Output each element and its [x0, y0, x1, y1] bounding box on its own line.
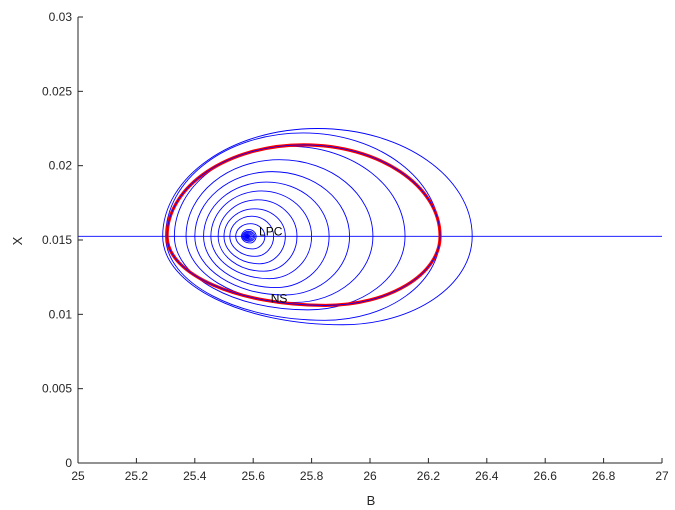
limit-cycle: [162, 128, 473, 326]
x-tick-label: 26: [363, 469, 377, 483]
x-tick-label: 25.8: [300, 469, 324, 483]
x-tick-label: 25.6: [242, 469, 266, 483]
limit-cycle: [235, 223, 266, 250]
limit-cycle-inner: [244, 233, 252, 240]
annotation-lpc: LPC: [259, 225, 283, 239]
limit-cycle-inner: [242, 231, 255, 241]
x-tick-label: 25.2: [125, 469, 149, 483]
x-tick-label: 26.6: [534, 469, 558, 483]
limit-cycle: [203, 181, 330, 289]
limit-cycle: [210, 190, 313, 280]
x-tick-label: 25.4: [183, 469, 207, 483]
x-tick-label: 27: [655, 469, 669, 483]
ticks-layer: 25 25.2 25.4 25.6 25.8 26 26.2 26.4 26.6 26.8 27 0 0…: [42, 10, 669, 483]
annotation-ns: NS: [271, 291, 288, 305]
annotations-layer: LPC NS: [259, 225, 287, 306]
y-tick-label: 0.03: [49, 10, 73, 24]
limit-cycle: [194, 171, 351, 296]
limit-cycle-inner: [243, 232, 253, 241]
x-tick-label: 25: [71, 469, 85, 483]
limit-cycle-inner: [241, 230, 256, 242]
limit-cycle: [241, 229, 257, 244]
y-tick-label: 0.025: [42, 84, 72, 98]
center-point: [245, 234, 250, 239]
labels-layer: B X: [10, 236, 375, 508]
y-tick-label: 0.005: [42, 382, 72, 396]
y-tick-label: 0.01: [49, 307, 73, 321]
limit-cycle: [229, 215, 275, 257]
x-tick-label: 26.2: [417, 469, 441, 483]
y-axis-label: X: [10, 236, 25, 245]
highlighted-cycle: [165, 143, 442, 308]
limit-cycle: [217, 199, 298, 272]
x-tick-label: 26.8: [592, 469, 616, 483]
x-tick-label: 26.4: [475, 469, 499, 483]
y-tick-label: 0.015: [42, 233, 72, 247]
y-tick-label: 0.02: [49, 159, 73, 173]
curves-layer: [78, 128, 662, 326]
y-tick-label: 0: [65, 456, 72, 470]
highlighted-cycle-overlay: [166, 144, 441, 306]
x-axis-label: B: [367, 493, 376, 508]
limit-cycle: [223, 208, 286, 265]
